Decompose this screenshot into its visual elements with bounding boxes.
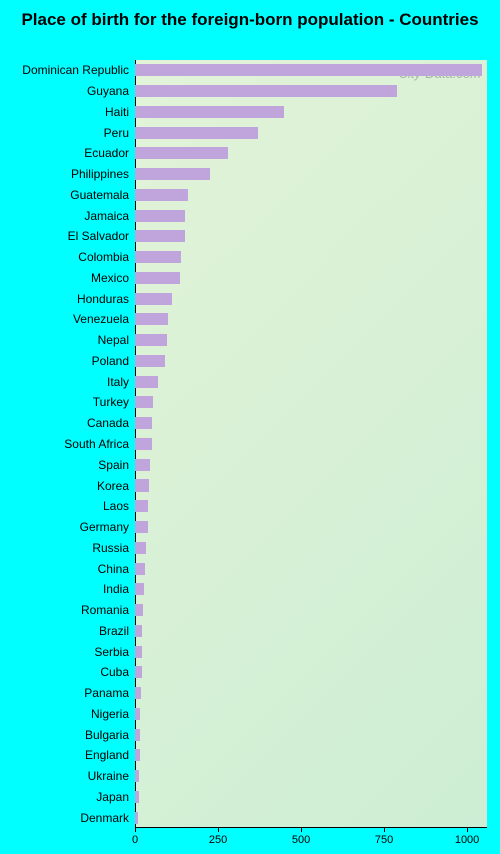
y-axis-label: England [85,748,129,762]
y-axis-label: Dominican Republic [22,63,129,77]
bar [135,313,168,325]
y-axis-label: Guyana [87,84,129,98]
y-axis-label: Ukraine [88,769,129,783]
bar [135,459,150,471]
bar [135,355,165,367]
bar [135,64,482,76]
y-axis-label: Peru [104,126,129,140]
bar [135,479,149,491]
bar [135,646,142,658]
x-tick [301,828,302,832]
x-tick [218,828,219,832]
x-tick [135,828,136,832]
x-tick-label: 250 [209,834,227,846]
y-axis-label: Colombia [78,250,129,264]
bar [135,189,188,201]
bar [135,625,142,637]
bar [135,770,139,782]
bar [135,749,140,761]
y-axis-label: Brazil [99,624,129,638]
x-tick-label: 0 [132,834,138,846]
y-axis-label: Bulgaria [85,728,129,742]
y-axis-label: Italy [107,375,129,389]
y-axis-label: Laos [103,499,129,513]
y-axis-label: Romania [81,603,129,617]
bar [135,272,180,284]
y-axis-label: Nigeria [91,707,129,721]
y-axis-label: China [98,562,129,576]
x-tick-label: 500 [292,834,310,846]
bar [135,791,139,803]
y-axis-label: Japan [96,790,129,804]
bar [135,729,140,741]
bar [135,168,210,180]
y-axis-label: Canada [87,416,129,430]
bar [135,417,152,429]
y-axis-label: Korea [97,479,129,493]
bar [135,127,258,139]
bar [135,521,148,533]
bar [135,687,141,699]
bar [135,583,144,595]
y-axis-label: South Africa [64,437,129,451]
y-axis-label: El Salvador [68,229,129,243]
y-axis-label: Ecuador [84,146,129,160]
bar [135,210,185,222]
x-tick-label: 750 [375,834,393,846]
y-axis-label: Germany [80,520,129,534]
y-axis-label: Guatemala [70,188,129,202]
bar [135,106,284,118]
bar [135,251,181,263]
y-axis-label: Philippines [71,167,129,181]
y-axis-label: India [103,582,129,596]
bar [135,147,228,159]
bar [135,85,397,97]
y-axis-label: Haiti [105,105,129,119]
y-axis-label: Serbia [94,645,129,659]
chart-title: Place of birth for the foreign-born popu… [0,10,500,30]
y-axis-label: Russia [92,541,129,555]
y-axis-label: Panama [84,686,129,700]
y-axis-label: Spain [98,458,129,472]
chart-container: Place of birth for the foreign-born popu… [0,0,500,854]
bar [135,500,148,512]
y-axis-label: Honduras [77,292,129,306]
bar [135,666,142,678]
bar [135,604,143,616]
x-axis-line [135,827,487,828]
x-tick [467,828,468,832]
bar [135,376,158,388]
bar [135,438,152,450]
x-tick [384,828,385,832]
y-axis-label: Denmark [80,811,129,825]
bar [135,542,146,554]
x-tick-label: 1000 [455,834,479,846]
plot-area: City-Data.com Dominican RepublicGuyanaHa… [135,60,487,828]
bar [135,230,185,242]
bar [135,293,172,305]
y-axis-label: Mexico [91,271,129,285]
y-axis-label: Cuba [100,665,129,679]
y-axis-label: Venezuela [73,312,129,326]
bar [135,334,167,346]
y-axis-label: Turkey [93,395,129,409]
y-axis-label: Jamaica [84,209,129,223]
bar [135,708,140,720]
bar [135,396,153,408]
bar [135,563,145,575]
y-axis-label: Nepal [98,333,129,347]
bar [135,812,138,824]
y-axis-label: Poland [92,354,129,368]
